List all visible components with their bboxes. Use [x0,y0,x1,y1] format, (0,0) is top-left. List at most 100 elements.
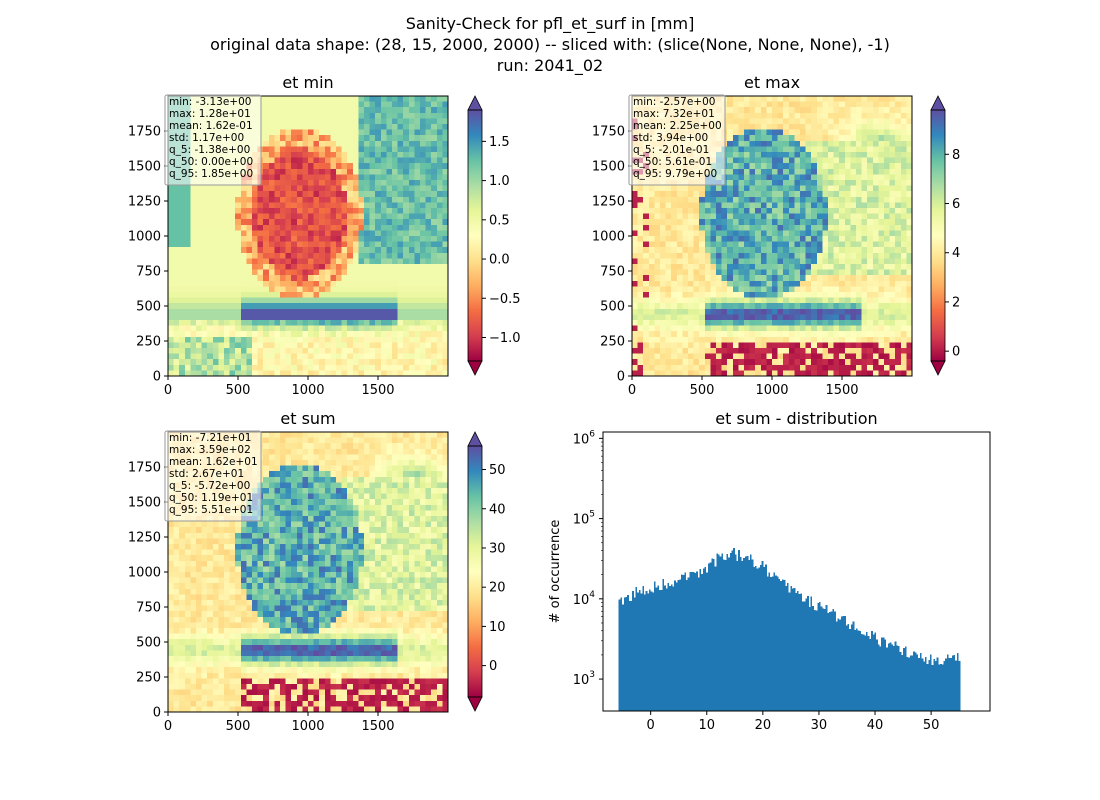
heatmap-cell [173,252,180,259]
heatmap-cell [755,180,762,186]
heatmap-cell [392,185,398,192]
heatmap-cell [839,208,846,214]
heatmap-cell [274,230,281,237]
heatmap-cell [336,241,342,248]
heatmap-cell [403,219,410,226]
heatmap-cell [352,314,359,321]
heatmap-cell [867,303,874,310]
heatmap-cell [755,264,762,270]
heatmap-cell [760,286,767,293]
heatmap-cell [358,241,365,248]
heatmap-cell [274,252,281,259]
heatmap-cell [738,129,745,136]
heatmap-cell [302,303,309,310]
heatmap-cell [341,107,348,114]
heatmap-cell [805,364,812,371]
heatmap-cell [274,247,281,254]
heatmap-cell [207,236,214,242]
heatmap-cell [811,185,818,192]
heatmap-cell [313,275,320,282]
heatmap-cell [850,342,857,349]
heatmap-cell [727,152,734,158]
heatmap-cell [229,336,236,343]
heatmap-cell [844,241,851,248]
heatmap-cell [425,185,432,192]
heatmap-cell [800,264,806,270]
heatmap-cell [319,185,326,192]
heatmap-cell [246,286,253,293]
heatmap-cell [229,297,236,304]
heatmap-cell [872,107,879,114]
heatmap-cell [324,163,331,170]
heatmap-cell [425,280,432,287]
heatmap-cell [380,135,387,142]
heatmap-cell [302,107,309,114]
heatmap-cell [425,275,432,282]
heatmap-cell [800,258,806,265]
heatmap-cell [369,370,376,377]
heatmap-cell [313,241,320,248]
heatmap-cell [386,185,393,192]
heatmap-cell [179,342,186,349]
heatmap-cell [693,331,700,338]
heatmap-cell [632,353,638,360]
heatmap-cell [833,258,840,265]
heatmap-cell [744,325,750,332]
heatmap-cell [760,331,767,338]
heatmap-cell [324,292,331,298]
heatmap-cell [341,241,348,248]
heatmap-cell [805,202,812,209]
heatmap-cell [285,140,292,147]
heatmap-cell [766,96,773,102]
heatmap-cell [816,146,823,153]
heatmap-cell [285,180,292,186]
heatmap-cell [196,196,202,203]
heatmap-cell [732,129,739,136]
heatmap-cell [805,140,812,147]
heatmap-cell [431,140,438,147]
heatmap-cell [632,213,638,220]
heatmap-cell [246,258,253,265]
heatmap-cell [296,118,303,125]
heatmap-cell [637,308,644,315]
heatmap-cell [268,230,275,237]
heatmap-cell [330,353,337,360]
heatmap-cell [704,364,711,371]
heatmap-cell [302,224,309,231]
heatmap-cell [184,325,191,332]
heatmap-cell [867,213,874,220]
heatmap-cell [738,297,745,304]
heatmap-cell [682,196,689,203]
heatmap-cell [392,252,398,259]
heatmap-cell [386,269,393,276]
heatmap-cell [693,280,700,287]
heatmap-cell [280,129,286,136]
heatmap-cell [330,252,337,259]
heatmap-cell [330,196,337,203]
heatmap-cell [224,280,230,287]
heatmap-cell [397,314,404,321]
heatmap-cell [727,348,734,354]
heatmap-cell [364,196,370,203]
heatmap-cell [403,230,410,237]
heatmap-cell [369,191,376,198]
heatmap-cell [380,191,387,198]
heatmap-cell [850,370,857,377]
heatmap-cell [884,196,890,203]
heatmap-cell [755,96,762,102]
heatmap-cell [420,146,426,153]
heatmap-cell [632,336,638,343]
heatmap-cell [274,342,281,349]
heatmap-cell [682,286,689,293]
heatmap-cell [744,275,750,282]
heatmap-cell [252,370,258,377]
heatmap-cell [794,252,801,259]
heatmap-cell [431,135,438,142]
heatmap-cell [716,320,722,326]
heatmap-cell [425,118,432,125]
heatmap-cell [268,174,275,181]
heatmap-cell [285,224,292,231]
heatmap-cell [218,236,225,242]
heatmap-cell [744,180,750,186]
